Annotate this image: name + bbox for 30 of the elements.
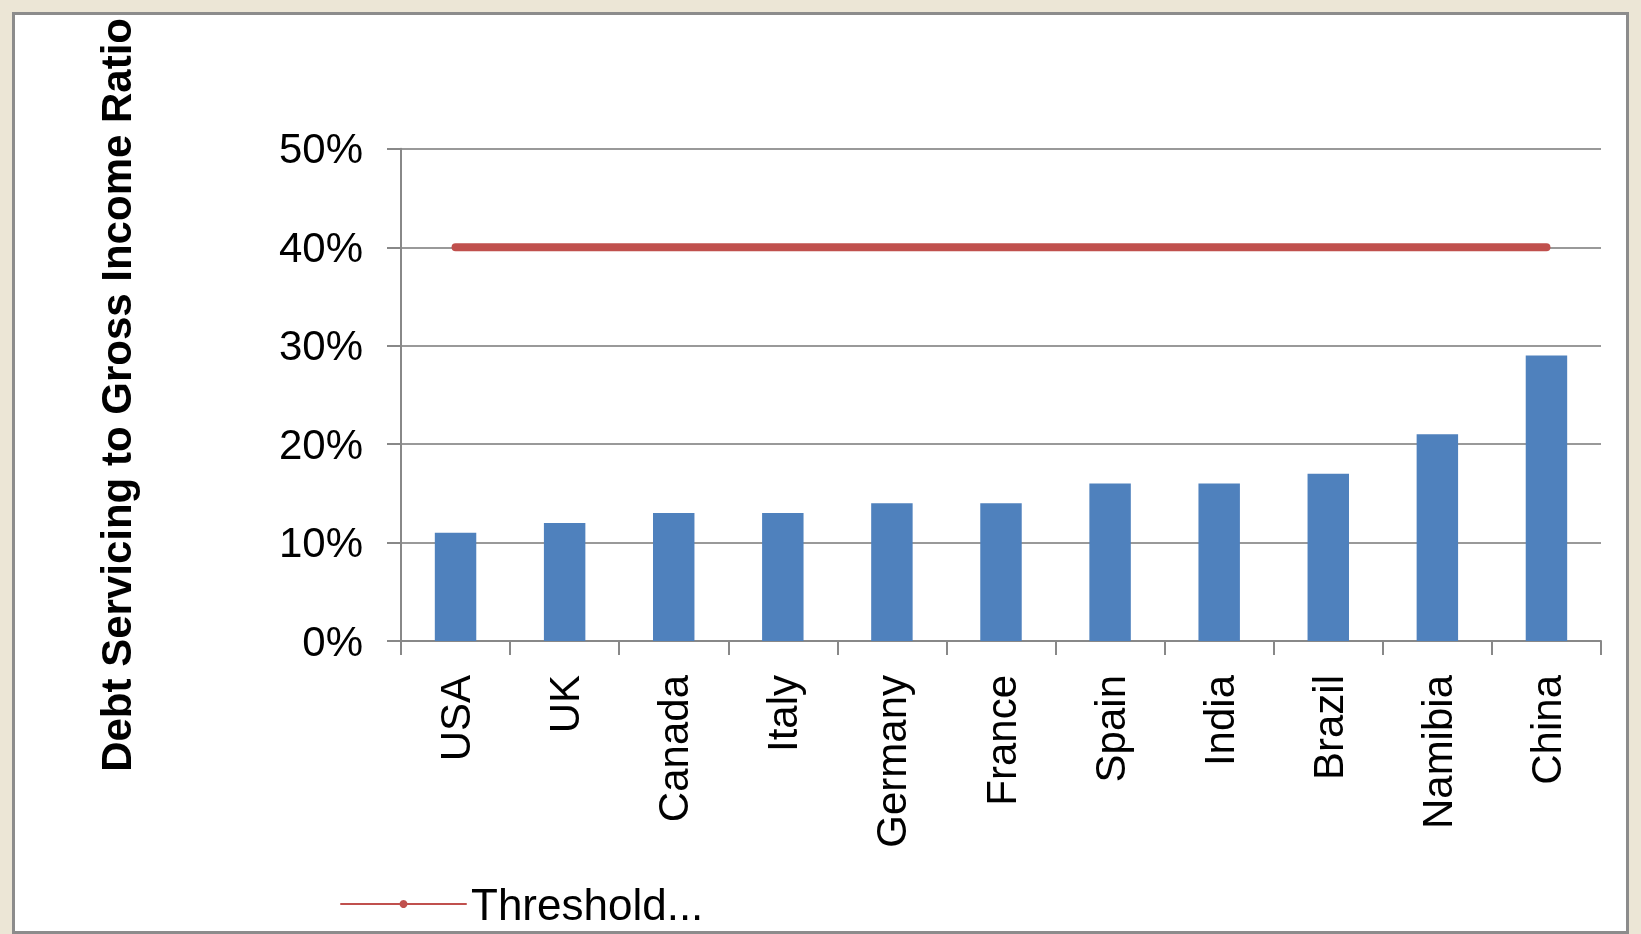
bar (871, 503, 913, 641)
x-tick-label: India (1195, 674, 1243, 767)
x-tick-label: UK (541, 675, 589, 734)
bar (1416, 434, 1459, 641)
x-tick-label: China (1522, 674, 1570, 785)
legend-label: Threshold... (471, 879, 704, 929)
x-tick-label: Germany (868, 675, 916, 848)
y-tick-label: 40% (278, 223, 363, 271)
bar (1525, 355, 1568, 641)
y-tick-label: 0% (302, 617, 363, 665)
x-tick-label: Brazil (1304, 675, 1352, 781)
bar (653, 513, 695, 641)
y-tick-label: 20% (278, 420, 363, 468)
bar (1089, 483, 1131, 641)
x-tick-label: Spain (1086, 675, 1134, 783)
x-tick-label: Namibia (1413, 674, 1461, 830)
x-tick-label: Canada (650, 674, 698, 823)
y-tick-label: 30% (278, 322, 363, 370)
y-tick-label: 50% (278, 125, 363, 173)
x-tick-label: France (977, 675, 1025, 806)
bar (980, 503, 1022, 641)
y-axis-title: Debt Servicing to Gross Income Ratio (92, 18, 140, 772)
x-tick-label: Italy (759, 675, 807, 753)
x-tick-label: USA (432, 675, 480, 762)
bar (762, 513, 804, 641)
bar (1198, 483, 1240, 641)
bar (434, 532, 477, 641)
bar (1307, 473, 1349, 641)
bar (543, 522, 586, 641)
y-tick-label: 10% (278, 519, 363, 567)
